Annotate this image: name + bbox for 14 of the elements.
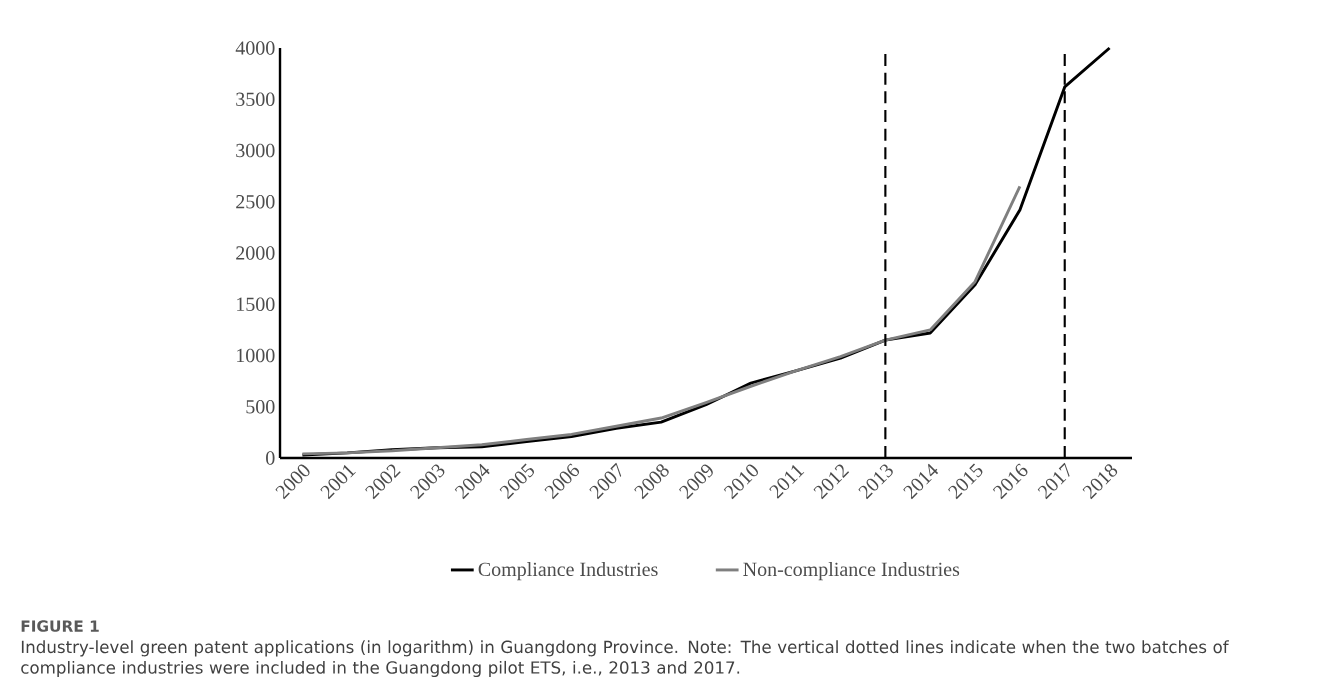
y-tick-label: 2000 xyxy=(236,246,275,260)
caption: FIGURE 1 xyxy=(21,620,99,632)
line-series xyxy=(300,184,1022,456)
y-tick-label: 2500 xyxy=(236,195,275,209)
y-tick-label: 1500 xyxy=(237,297,275,311)
y-tick-label: 1000 xyxy=(237,348,275,363)
legend-label: Compliance Industries xyxy=(478,562,658,581)
y-tick-label: 0 xyxy=(266,451,275,465)
text: Industry-level green patent applications (in logarithm) in Guangdong Province. Note: The vertical dotted lines indicate when the two batches of compliance industries were included in the Guangdong pilot ETS, i.e., 2013 and 2017. xyxy=(21,640,1229,678)
legend-label: Non-compliance Industries xyxy=(743,562,960,581)
y-tick-label: 4000 xyxy=(235,41,275,55)
y-tick-label: 3500 xyxy=(236,92,275,106)
y-tick-label: 500 xyxy=(246,400,275,414)
y-tick-label: 3000 xyxy=(236,143,275,158)
